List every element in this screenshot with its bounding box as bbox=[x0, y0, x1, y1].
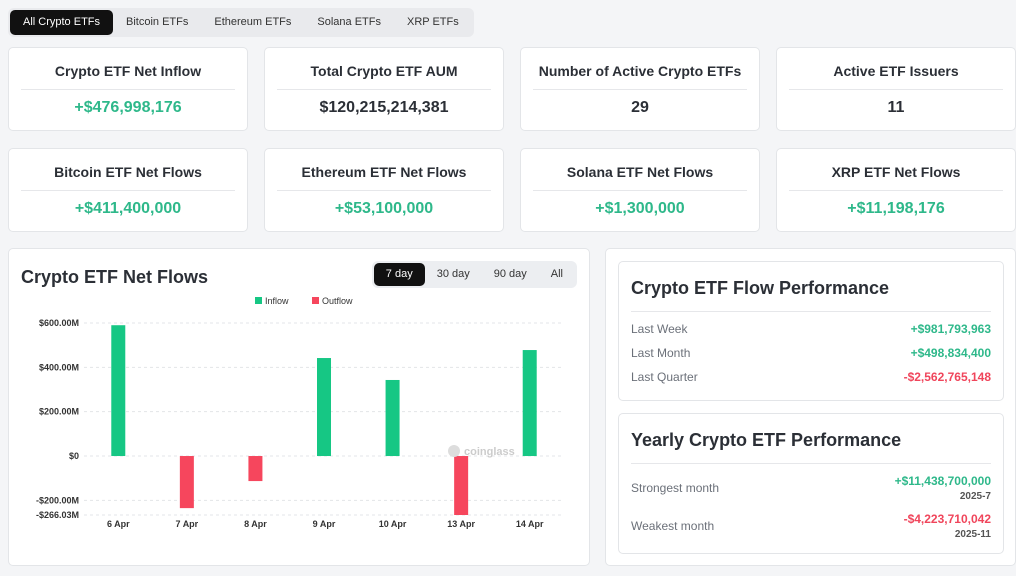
range-all[interactable]: All bbox=[550, 268, 563, 280]
flow-row: Last Week +$981,793,963 bbox=[631, 322, 991, 336]
stat-value: $120,215,214,381 bbox=[319, 99, 449, 116]
x-tick-label: 6 Apr bbox=[107, 519, 130, 529]
legend-label: Inflow bbox=[265, 296, 289, 306]
stat-title: Solana ETF Net Flows bbox=[533, 164, 747, 191]
inflow-bar bbox=[111, 325, 126, 457]
stat-card: Bitcoin ETF Net Flows +$411,400,000 bbox=[8, 148, 248, 232]
stat-title: Number of Active Crypto ETFs bbox=[533, 63, 747, 90]
y-tick-label: -$266.03M bbox=[36, 510, 79, 520]
legend-label: Outflow bbox=[322, 296, 353, 306]
scrollbar[interactable] bbox=[1016, 0, 1024, 576]
stat-card: Ethereum ETF Net Flows +$53,100,000 bbox=[264, 148, 504, 232]
range-7-day[interactable]: 7 day bbox=[373, 263, 425, 286]
y-tick-label: $400.00M bbox=[39, 362, 79, 372]
inflow-bar bbox=[385, 379, 400, 457]
stat-value: 29 bbox=[631, 99, 649, 116]
yearly-value: -$4,223,710,042 bbox=[903, 512, 991, 526]
performance-panel: Crypto ETF Flow Performance Last Week +$9… bbox=[605, 248, 1016, 566]
coinglass-logo-icon bbox=[448, 445, 460, 457]
stat-value: +$411,400,000 bbox=[74, 200, 182, 217]
etf-category-tabs: All Crypto ETFs Bitcoin ETFs Ethereum ET… bbox=[8, 8, 474, 37]
outflow-bar bbox=[179, 456, 194, 509]
legend-swatch-inflow bbox=[255, 297, 262, 304]
yearly-performance-card: Yearly Crypto ETF Performance Strongest … bbox=[618, 413, 1004, 554]
flow-value: +$498,834,400 bbox=[910, 346, 991, 360]
y-tick-label: $600.00M bbox=[39, 318, 79, 328]
stat-value: +$1,300,000 bbox=[595, 200, 685, 217]
inflow-bar bbox=[317, 358, 331, 457]
stat-title: Crypto ETF Net Inflow bbox=[21, 63, 235, 90]
yearly-value: +$11,438,700,000 bbox=[894, 474, 991, 488]
flow-performance-card: Crypto ETF Flow Performance Last Week +$9… bbox=[618, 261, 1004, 401]
yearly-date: 2025-7 bbox=[959, 491, 991, 502]
stat-title: Active ETF Issuers bbox=[789, 63, 1003, 90]
yearly-performance-title: Yearly Crypto ETF Performance bbox=[631, 414, 991, 464]
stat-value: 11 bbox=[887, 99, 905, 116]
watermark: coinglass bbox=[464, 446, 515, 458]
legend-swatch-outflow bbox=[312, 297, 319, 304]
flow-value: -$2,562,765,148 bbox=[903, 370, 991, 384]
x-tick-label: 8 Apr bbox=[244, 519, 267, 529]
stat-value: +$53,100,000 bbox=[334, 200, 434, 217]
stat-card: Total Crypto ETF AUM $120,215,214,381 bbox=[264, 47, 504, 131]
yearly-row: Strongest month +$11,438,700,000 2025-7 bbox=[631, 474, 991, 502]
inflow-bar bbox=[522, 350, 537, 457]
stat-card: Active ETF Issuers 11 bbox=[776, 47, 1016, 131]
stat-card: XRP ETF Net Flows +$11,198,176 bbox=[776, 148, 1016, 232]
stat-card: Solana ETF Net Flows +$1,300,000 bbox=[520, 148, 760, 232]
yearly-row: Weakest month -$4,223,710,042 2025-11 bbox=[631, 512, 991, 540]
flow-row: Last Quarter -$2,562,765,148 bbox=[631, 370, 991, 384]
stat-card: Number of Active Crypto ETFs 29 bbox=[520, 47, 760, 131]
stat-title: Bitcoin ETF Net Flows bbox=[21, 164, 235, 191]
tab-xrp-etfs[interactable]: XRP ETFs bbox=[407, 16, 459, 28]
tab-bitcoin-etfs[interactable]: Bitcoin ETFs bbox=[126, 16, 189, 28]
net-flows-chart: $600.00M $400.00M $200.00M $0 -$200.00M -$266… bbox=[36, 296, 564, 529]
yearly-label: Strongest month bbox=[631, 481, 720, 495]
outflow-bar bbox=[248, 456, 263, 482]
yearly-label: Weakest month bbox=[631, 519, 715, 533]
chart-title: Crypto ETF Net Flows bbox=[21, 267, 209, 287]
flow-performance-title: Crypto ETF Flow Performance bbox=[631, 262, 991, 312]
range-90-day[interactable]: 90 day bbox=[493, 268, 527, 280]
stat-title: XRP ETF Net Flows bbox=[789, 164, 1003, 191]
flow-label: Last Week bbox=[631, 322, 688, 336]
stat-title: Ethereum ETF Net Flows bbox=[277, 164, 491, 191]
tab-ethereum-etfs[interactable]: Ethereum ETFs bbox=[214, 16, 292, 28]
range-selector: 7 day 30 day 90 day All bbox=[371, 261, 577, 288]
x-tick-label: 9 Apr bbox=[313, 519, 336, 529]
flow-label: Last Month bbox=[631, 346, 691, 360]
range-30-day[interactable]: 30 day bbox=[436, 268, 470, 280]
flow-value: +$981,793,963 bbox=[910, 322, 991, 336]
y-tick-label: -$200.00M bbox=[36, 495, 79, 505]
x-tick-label: 10 Apr bbox=[379, 519, 407, 529]
flow-row: Last Month +$498,834,400 bbox=[631, 346, 991, 360]
x-tick-label: 13 Apr bbox=[447, 519, 475, 529]
flow-label: Last Quarter bbox=[631, 370, 698, 384]
tab-solana-etfs[interactable]: Solana ETFs bbox=[317, 16, 381, 28]
y-tick-label: $200.00M bbox=[39, 407, 79, 417]
yearly-date: 2025-11 bbox=[954, 529, 991, 540]
tab-all-crypto-etfs[interactable]: All Crypto ETFs bbox=[10, 10, 114, 35]
net-flows-panel: Crypto ETF Net Flows 7 day 30 day 90 day… bbox=[8, 248, 590, 566]
outflow-bar bbox=[454, 456, 469, 515]
y-tick-label: $0 bbox=[69, 451, 79, 461]
stat-value: +$11,198,176 bbox=[847, 200, 945, 217]
stat-value: +$476,998,176 bbox=[74, 99, 182, 116]
stat-title: Total Crypto ETF AUM bbox=[277, 63, 491, 90]
stat-card: Crypto ETF Net Inflow +$476,998,176 bbox=[8, 47, 248, 131]
x-tick-label: 14 Apr bbox=[516, 519, 544, 529]
x-tick-label: 7 Apr bbox=[176, 519, 199, 529]
